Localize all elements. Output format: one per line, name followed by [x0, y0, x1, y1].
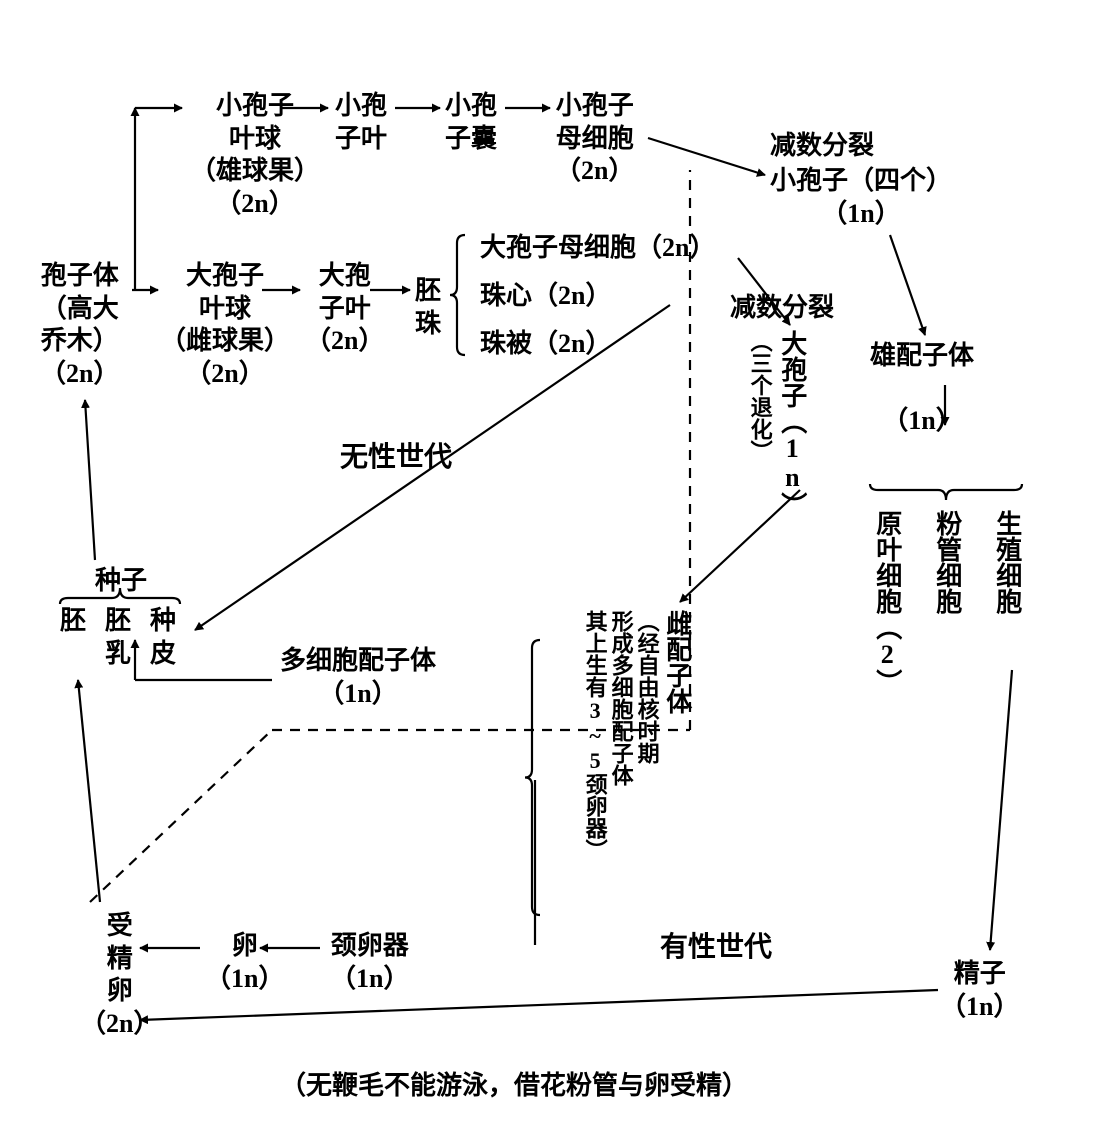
vnode-femalenote2: 形成多细胞配子体 — [606, 610, 635, 786]
node-seed_title: 种子 — [95, 565, 147, 598]
node-microsporophyll: 小孢 子叶 — [335, 90, 387, 155]
node-seed_endosperm: 胚 乳 — [105, 605, 131, 670]
vnode-degenerate: （三个退化） — [745, 330, 774, 462]
node-integument: 珠被（2n） — [480, 328, 611, 361]
node-zygote: 受 精 卵 （2n） — [80, 910, 159, 1040]
node-sexual_label: 有性世代 — [660, 930, 772, 965]
vnode-femalenote1: （经自由核时期 — [632, 610, 661, 764]
node-meiosis1: 减数分裂 — [770, 130, 874, 163]
vnode-generative: 生殖细胞 — [990, 510, 1024, 614]
node-microspore: 小孢子（四个） （1n） — [770, 165, 952, 230]
node-sporophyte: 孢子体 （高大 乔木） （2n） — [40, 260, 119, 390]
node-megasporophyll: 大孢 子叶 （2n） — [305, 260, 384, 358]
vnode-femalenote3: 其上生有3~5颈卵器） — [580, 610, 609, 861]
node-megastrobilus: 大孢子 叶球 （雌球果） （2n） — [160, 260, 290, 390]
node-ovule: 胚 珠 — [415, 275, 441, 340]
node-meiosis2: 减数分裂 — [730, 292, 834, 325]
node-egg: 卵 （1n） — [205, 930, 284, 995]
node-asexual_label: 无性世代 — [340, 440, 452, 475]
node-multigameto: 多细胞配子体 （1n） — [280, 645, 436, 710]
node-megamother: 大孢子母细胞（2n） — [480, 232, 715, 265]
node-archegonium: 颈卵器 （1n） — [330, 930, 409, 995]
node-seed_coat: 种 皮 — [150, 605, 176, 670]
node-nucellus: 珠心（2n） — [480, 280, 611, 313]
vnode-femalegameto: 雌配子体 — [660, 610, 694, 714]
node-micromothercell: 小孢子 母细胞 （2n） — [555, 90, 634, 188]
diagram-stage: 孢子体 （高大 乔木） （2n）小孢子 叶球 （雄球果） （2n）小孢 子叶小孢… — [0, 0, 1119, 1127]
node-microsporangium: 小孢 子囊 — [445, 90, 497, 155]
vnode-megaspore: 大孢子（1n） — [775, 330, 809, 518]
vnode-prothallial: 原叶细胞（2） — [870, 510, 904, 695]
node-microstrobilus: 小孢子 叶球 （雄球果） （2n） — [190, 90, 320, 220]
vnode-tubecell: 粉管细胞 — [930, 510, 964, 614]
node-bottom: （无鞭毛不能游泳，借花粉管与卵受精） — [280, 1070, 748, 1103]
node-malegametophyte: 雄配子体 （1n） — [870, 340, 974, 438]
node-seed_embryo: 胚 — [60, 605, 86, 638]
node-sperm: 精子 （1n） — [940, 958, 1019, 1023]
